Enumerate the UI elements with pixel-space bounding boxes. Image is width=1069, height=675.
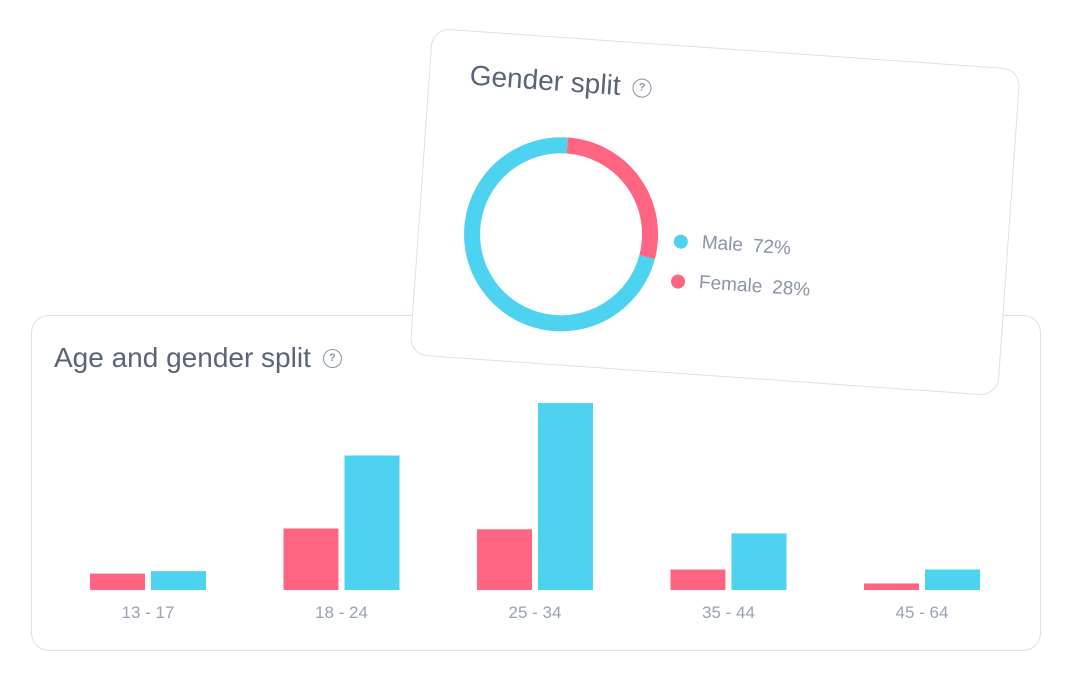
gender-split-title-text: Gender split	[468, 59, 622, 102]
age-gender-bar-chart: 13 - 17 18 - 24 25 - 34 35 - 44 45 - 64	[90, 403, 980, 622]
bar-male-1	[151, 571, 206, 590]
legend-label-female: Female	[698, 272, 763, 298]
legend-label-male: Male	[701, 232, 744, 257]
x-tick-label: 45 - 64	[896, 603, 949, 622]
donut-slice-female	[566, 137, 659, 260]
bar-male-4	[731, 533, 787, 590]
legend-dot-male	[673, 234, 689, 250]
x-tick-label: 18 - 24	[315, 603, 368, 622]
bar-male-2	[344, 455, 400, 590]
legend-dot-female	[670, 274, 686, 290]
x-tick-label: 13 - 17	[122, 603, 175, 622]
bar-male-3	[538, 403, 593, 590]
x-tick-label: 25 - 34	[509, 603, 562, 622]
donut-slice-male	[464, 137, 655, 332]
legend-value-male: 72%	[752, 235, 792, 260]
bar-female-5	[864, 583, 919, 590]
gender-split-card: Gender split ? Male 72% Female 28%	[409, 27, 1021, 397]
help-icon[interactable]: ?	[631, 77, 653, 98]
bar-female-4	[670, 569, 726, 590]
x-tick-label: 35 - 44	[702, 603, 755, 622]
legend-item-female: Female 28%	[670, 261, 812, 311]
gender-donut-chart	[464, 137, 659, 332]
bar-female-2	[283, 528, 339, 590]
gender-legend: Male 72% Female 28%	[670, 221, 815, 311]
gender-split-title: Gender split ?	[469, 60, 653, 105]
help-icon[interactable]: ?	[322, 348, 342, 368]
bar-female-3	[477, 529, 532, 590]
bar-male-5	[925, 569, 980, 590]
age-gender-title-text: Age and gender split	[54, 342, 311, 373]
age-gender-title: Age and gender split ?	[54, 342, 342, 374]
legend-value-female: 28%	[771, 277, 811, 301]
bar-female-1	[90, 573, 145, 590]
